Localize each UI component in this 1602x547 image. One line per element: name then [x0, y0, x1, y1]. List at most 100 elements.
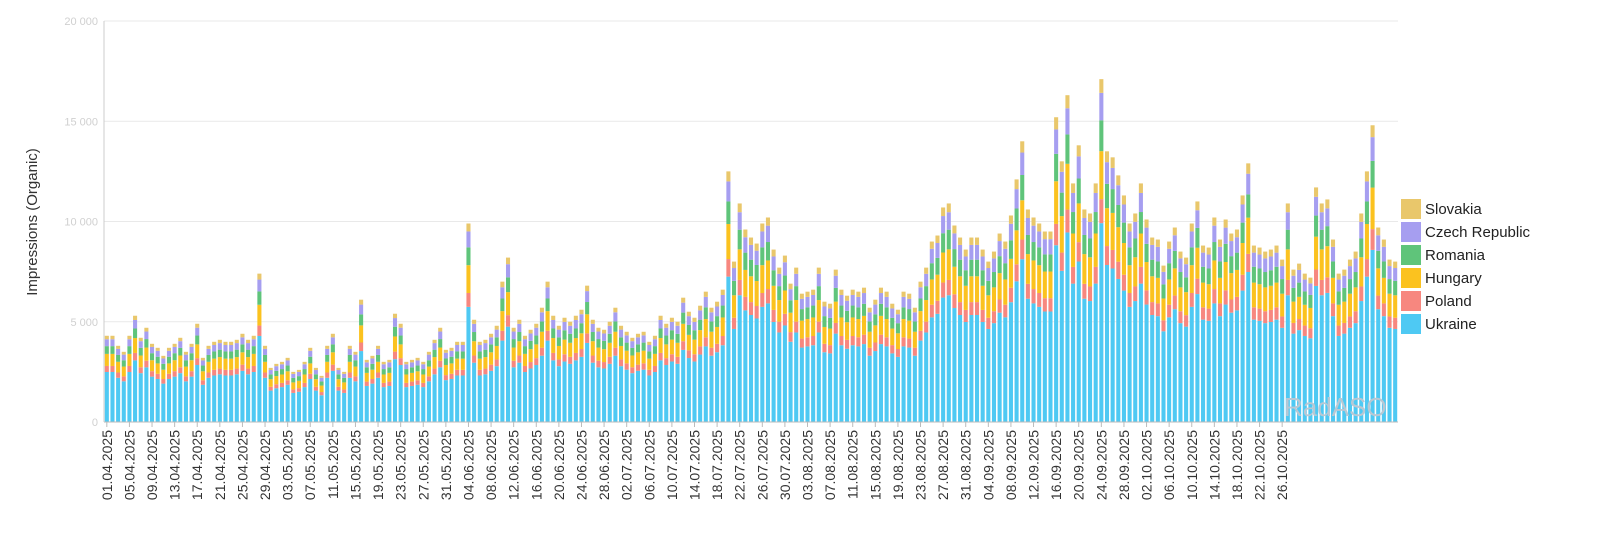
bar-segment — [1302, 325, 1307, 336]
bar-segment — [782, 255, 787, 263]
bar-segment — [1387, 266, 1392, 280]
bar-stack — [958, 237, 963, 422]
bar-segment — [760, 265, 765, 293]
bar-segment — [133, 319, 138, 329]
bar-segment — [974, 237, 980, 245]
bar-segment — [777, 273, 782, 287]
bar-segment — [997, 299, 1002, 313]
bar-segment — [1381, 316, 1386, 422]
x-tick-label: 11.08.2025 — [845, 430, 861, 499]
bar-segment — [901, 346, 906, 422]
bar-segment — [1308, 328, 1313, 339]
bar-segment — [771, 249, 776, 257]
bar-segment — [483, 349, 488, 358]
bar-segment — [144, 339, 149, 348]
bar-segment — [1054, 153, 1059, 182]
bar-segment — [398, 365, 403, 422]
bar-segment — [924, 300, 929, 322]
bar-segment — [285, 365, 290, 372]
bar-segment — [1297, 282, 1302, 297]
bar-segment — [822, 316, 827, 327]
bar-segment — [353, 381, 358, 422]
bar-stack — [325, 345, 330, 422]
x-tick-label: 04.09.2025 — [980, 430, 996, 500]
bar-segment — [590, 362, 595, 422]
bar-segment — [867, 312, 872, 322]
bar-stack — [692, 317, 697, 422]
bar-stack — [1251, 245, 1256, 422]
bar-segment — [1065, 232, 1070, 422]
bar-segment — [573, 338, 578, 353]
bar-segment — [630, 373, 635, 422]
bar-segment — [1048, 231, 1053, 240]
bar-segment — [568, 325, 573, 334]
bar-stack — [1319, 203, 1324, 422]
bar-segment — [1121, 290, 1126, 422]
bar-stack — [545, 281, 550, 422]
bar-segment — [828, 308, 833, 318]
bar-segment — [1014, 179, 1019, 190]
bar-stack — [308, 347, 313, 422]
bar-segment — [698, 319, 703, 331]
bar-segment — [409, 367, 414, 373]
bar-stack — [884, 291, 889, 422]
bar-segment — [686, 311, 691, 317]
bar-segment — [867, 355, 872, 422]
bar-segment — [1325, 199, 1330, 209]
bar-segment — [1093, 233, 1098, 267]
bar-segment — [1042, 231, 1047, 240]
bar-segment — [765, 289, 770, 304]
x-tick-label: 08.06.2025 — [483, 430, 499, 500]
bar-segment — [517, 355, 522, 363]
bar-stack — [500, 281, 505, 422]
bar-segment — [556, 337, 561, 346]
bar-segment — [1088, 286, 1093, 302]
bar-segment — [732, 295, 737, 318]
bar-segment — [1110, 249, 1115, 269]
bar-segment — [195, 327, 200, 336]
bar-segment — [1376, 227, 1381, 236]
bar-stack — [178, 337, 183, 422]
bar-segment — [421, 369, 426, 375]
bar-segment — [155, 378, 160, 422]
bar-segment — [325, 354, 330, 362]
bar-segment — [376, 372, 381, 378]
bar-segment — [630, 337, 635, 342]
bar-segment — [607, 342, 612, 357]
bar-stack — [907, 293, 912, 422]
bar-segment — [342, 389, 347, 393]
bar-segment — [822, 352, 827, 422]
bar-segment — [138, 337, 143, 342]
bar-segment — [1133, 257, 1138, 287]
bar-segment — [1212, 217, 1217, 226]
x-tick-label: 07.08.2025 — [822, 430, 838, 500]
bar-segment — [839, 305, 844, 318]
bar-segment — [1229, 233, 1234, 242]
bar-segment — [347, 348, 352, 355]
bar-segment — [861, 334, 867, 345]
bar-segment — [1099, 151, 1104, 200]
bar-segment — [376, 361, 381, 373]
bar-segment — [1297, 263, 1302, 270]
bar-segment — [1342, 287, 1347, 302]
bar-segment — [918, 281, 923, 288]
bar-segment — [336, 370, 341, 375]
bar-segment — [1093, 283, 1098, 422]
bar-stack — [1376, 227, 1381, 422]
bar-segment — [330, 344, 335, 353]
bar-segment — [426, 354, 431, 361]
bar-stack — [1212, 217, 1217, 422]
bar-stack — [1302, 273, 1307, 422]
bar-segment — [1212, 242, 1217, 261]
bar-segment — [573, 315, 578, 320]
bar-segment — [285, 360, 290, 366]
bar-stack — [765, 217, 770, 422]
bar-segment — [941, 252, 946, 283]
bar-segment — [579, 333, 584, 350]
bar-segment — [460, 351, 465, 359]
bar-segment — [455, 358, 460, 370]
bar-segment — [1302, 279, 1307, 292]
bar-segment — [285, 380, 290, 385]
bar-segment — [1025, 283, 1030, 299]
bar-segment — [155, 373, 160, 379]
